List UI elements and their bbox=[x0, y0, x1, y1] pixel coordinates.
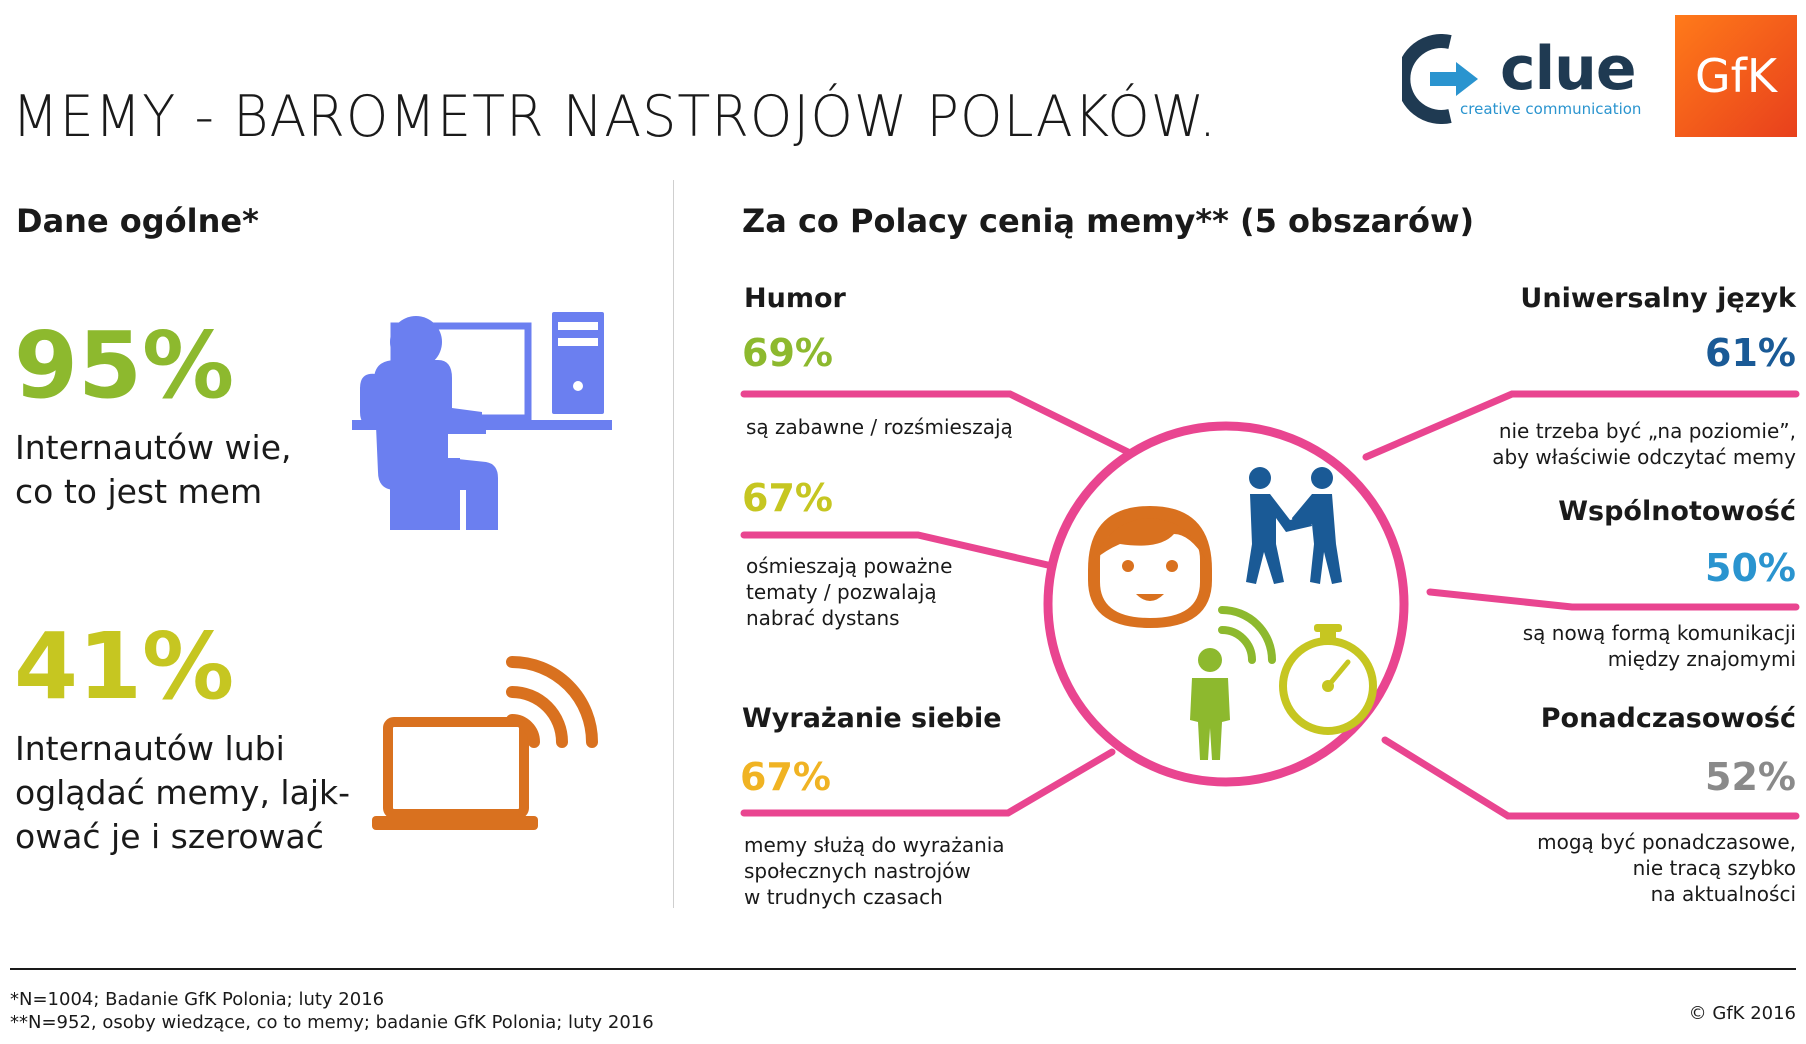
person-signal-icon bbox=[1190, 606, 1276, 760]
self-expression-desc1: memy służą do wyrażania bbox=[744, 833, 1005, 857]
copyright: © GfK 2016 bbox=[1688, 1003, 1796, 1024]
humor-67-desc2: tematy / pozwalają bbox=[746, 580, 937, 604]
laptop-wifi-icon bbox=[372, 656, 598, 830]
general-data-heading: Dane ogólne* bbox=[16, 202, 259, 240]
humor-69-value: 69% bbox=[742, 331, 833, 375]
clue-arrow-icon bbox=[1396, 34, 1478, 124]
stat-95-value: 95% bbox=[14, 312, 235, 419]
universal-language-desc2: aby właściwie odczytać memy bbox=[1492, 445, 1796, 469]
clue-logo: clue creative communication bbox=[1396, 34, 1641, 124]
timeless-desc2: nie tracą szybko bbox=[1632, 856, 1796, 880]
timeless-desc1: mogą być ponadczasowe, bbox=[1537, 830, 1796, 854]
page-title: MEMY - BAROMETR NASTROJÓW POLAKÓW. bbox=[12, 83, 1218, 150]
clue-logo-tagline: creative communication bbox=[1460, 100, 1642, 118]
self-expression-value: 67% bbox=[740, 755, 831, 799]
stat-41-value: 41% bbox=[14, 613, 235, 720]
self-expression-label: Wyrażanie siebie bbox=[742, 703, 1002, 734]
gfk-logo-text: GfK bbox=[1694, 49, 1777, 103]
section-divider bbox=[673, 180, 674, 908]
humor-67-value: 67% bbox=[742, 476, 833, 520]
timeless-desc3: na aktualności bbox=[1650, 882, 1796, 906]
stat-95-line2: co to jest mem bbox=[15, 472, 263, 511]
humor-67-desc1: ośmieszają poważne bbox=[746, 554, 953, 578]
clue-logo-word: clue bbox=[1500, 34, 1637, 104]
universal-language-value: 61% bbox=[1705, 331, 1796, 375]
stat-41-line1: Internautów lubi bbox=[15, 729, 285, 768]
universal-language-label: Uniwersalny język bbox=[1520, 283, 1796, 314]
community-label: Wspólnotowość bbox=[1558, 496, 1796, 527]
self-expression-desc2: społecznych nastrojów bbox=[744, 859, 971, 883]
footnote-2: **N=952, osoby wiedzące, co to memy; bad… bbox=[10, 1012, 654, 1033]
timeless-value: 52% bbox=[1705, 755, 1796, 799]
stat-41-line2: oglądać memy, lajk- bbox=[15, 773, 351, 812]
stat-95-line1: Internautów wie, bbox=[15, 428, 292, 467]
timeless-label: Ponadczasowość bbox=[1540, 703, 1796, 734]
computer-user-icon bbox=[352, 312, 612, 530]
values-heading: Za co Polacy cenią memy** (5 obszarów) bbox=[742, 202, 1475, 240]
community-desc2: między znajomymi bbox=[1607, 647, 1796, 671]
humor-67-desc3: nabrać dystans bbox=[746, 606, 900, 630]
humor-69-desc: są zabawne / rozśmieszają bbox=[746, 415, 1013, 439]
center-icons bbox=[1088, 467, 1377, 760]
handshake-icon bbox=[1246, 467, 1342, 584]
stopwatch-icon bbox=[1279, 624, 1377, 735]
gfk-logo: GfK bbox=[1675, 15, 1797, 137]
smiley-face-icon bbox=[1088, 506, 1212, 628]
footnote-1: *N=1004; Badanie GfK Polonia; luty 2016 bbox=[10, 989, 385, 1010]
community-desc1: są nową formą komunikacji bbox=[1522, 621, 1796, 645]
universal-language-desc1: nie trzeba być „na poziomie”, bbox=[1498, 419, 1796, 443]
humor-label: Humor bbox=[744, 283, 846, 314]
self-expression-desc3: w trudnych czasach bbox=[744, 885, 943, 909]
footer-divider bbox=[10, 968, 1796, 970]
community-value: 50% bbox=[1705, 546, 1796, 590]
stat-41-line3: ować je i szerować bbox=[15, 817, 324, 856]
